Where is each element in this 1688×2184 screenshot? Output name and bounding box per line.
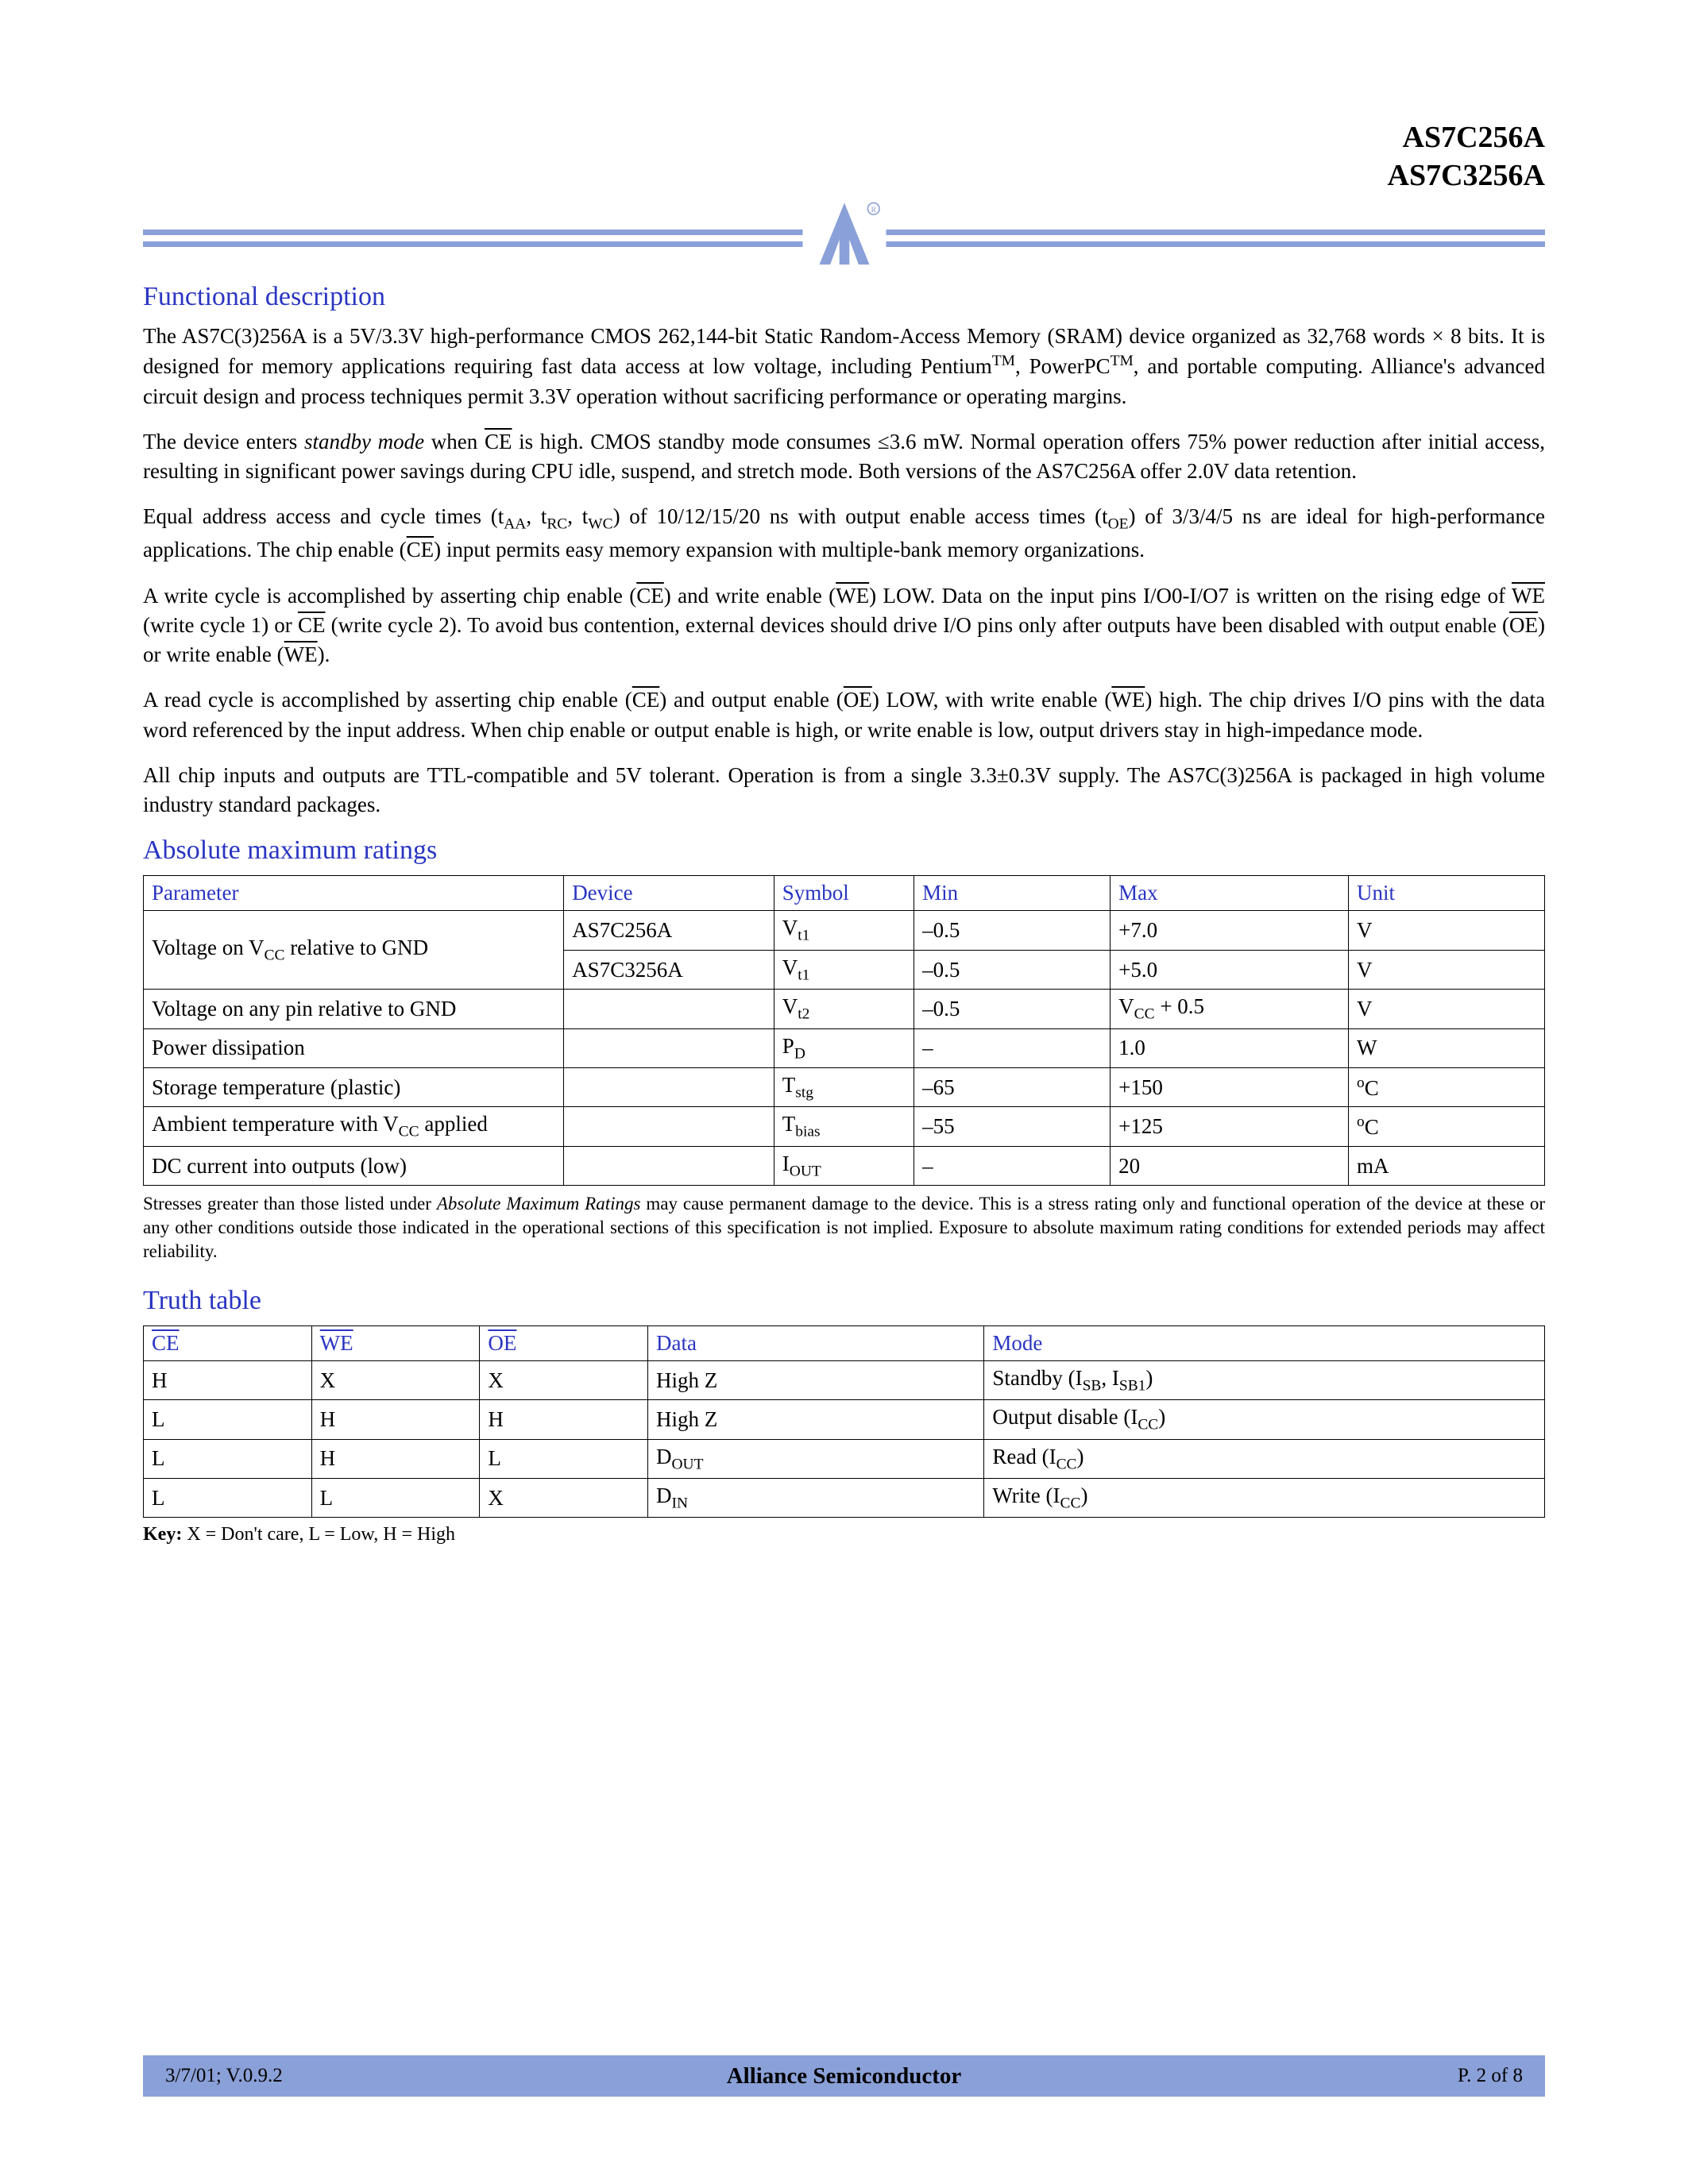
func-desc-p5: A read cycle is accomplished by assertin… [143, 685, 1545, 745]
header-rule: R [143, 210, 1545, 258]
abs-max-heading: Absolute maximum ratings [143, 835, 1545, 866]
svg-text:R: R [871, 206, 876, 214]
table-row: Ambient temperature with VCC appliedTbia… [144, 1107, 1545, 1146]
func-desc-p6: All chip inputs and outputs are TTL-comp… [143, 761, 1545, 820]
header-part-numbers: AS7C256A AS7C3256A [143, 119, 1545, 195]
part-number-2: AS7C3256A [143, 157, 1545, 195]
table-row: DC current into outputs (low)IOUT–20mA [144, 1146, 1545, 1185]
truth-table: CEWEOEDataMode HXXHigh ZStandby (ISB, IS… [143, 1325, 1545, 1518]
alliance-logo-icon: R [802, 196, 886, 280]
table-row: Storage temperature (plastic)Tstg–65+150… [144, 1068, 1545, 1107]
table-row: LHHHigh ZOutput disable (ICC) [144, 1400, 1545, 1439]
abs-max-table: ParameterDeviceSymbolMinMaxUnit Voltage … [143, 875, 1545, 1186]
func-desc-p1: The AS7C(3)256A is a 5V/3.3V high-perfor… [143, 322, 1545, 411]
table-row: HXXHigh ZStandby (ISB, ISB1) [144, 1360, 1545, 1399]
abs-max-note: Stresses greater than those listed under… [143, 1192, 1545, 1264]
table-header: Mode [984, 1325, 1545, 1360]
func-desc-p2: The device enters standby mode when CE i… [143, 427, 1545, 487]
table-header: Min [914, 876, 1111, 911]
table-row: Voltage on any pin relative to GNDVt2–0.… [144, 990, 1545, 1028]
func-desc-p3: Equal address access and cycle times (tA… [143, 502, 1545, 565]
table-header: CE [144, 1325, 312, 1360]
footer-company: Alliance Semiconductor [143, 2063, 1545, 2089]
table-row: Power dissipationPD–1.0W [144, 1028, 1545, 1067]
table-row: LHLDOUTRead (ICC) [144, 1439, 1545, 1478]
footer-date-version: 3/7/01; V.0.9.2 [165, 2065, 283, 2087]
page-footer: 3/7/01; V.0.9.2 Alliance Semiconductor P… [143, 2055, 1545, 2097]
table-header: Unit [1349, 876, 1545, 911]
table-header: Parameter [144, 876, 564, 911]
footer-page-number: P. 2 of 8 [1458, 2065, 1523, 2087]
part-number-1: AS7C256A [143, 119, 1545, 157]
table-header: Data [648, 1325, 984, 1360]
table-header: WE [311, 1325, 480, 1360]
table-header: Symbol [774, 876, 914, 911]
truth-table-heading: Truth table [143, 1286, 1545, 1316]
table-row: LLXDINWrite (ICC) [144, 1479, 1545, 1518]
table-header: OE [480, 1325, 648, 1360]
truth-table-key: Key: X = Don't care, L = Low, H = High [143, 1524, 1545, 1545]
table-header: Device [564, 876, 774, 911]
table-row: Voltage on VCC relative to GNDAS7C256AVt… [144, 911, 1545, 950]
table-header: Max [1111, 876, 1349, 911]
func-desc-p4: A write cycle is accomplished by asserti… [143, 581, 1545, 670]
functional-description-heading: Functional description [143, 282, 1545, 312]
